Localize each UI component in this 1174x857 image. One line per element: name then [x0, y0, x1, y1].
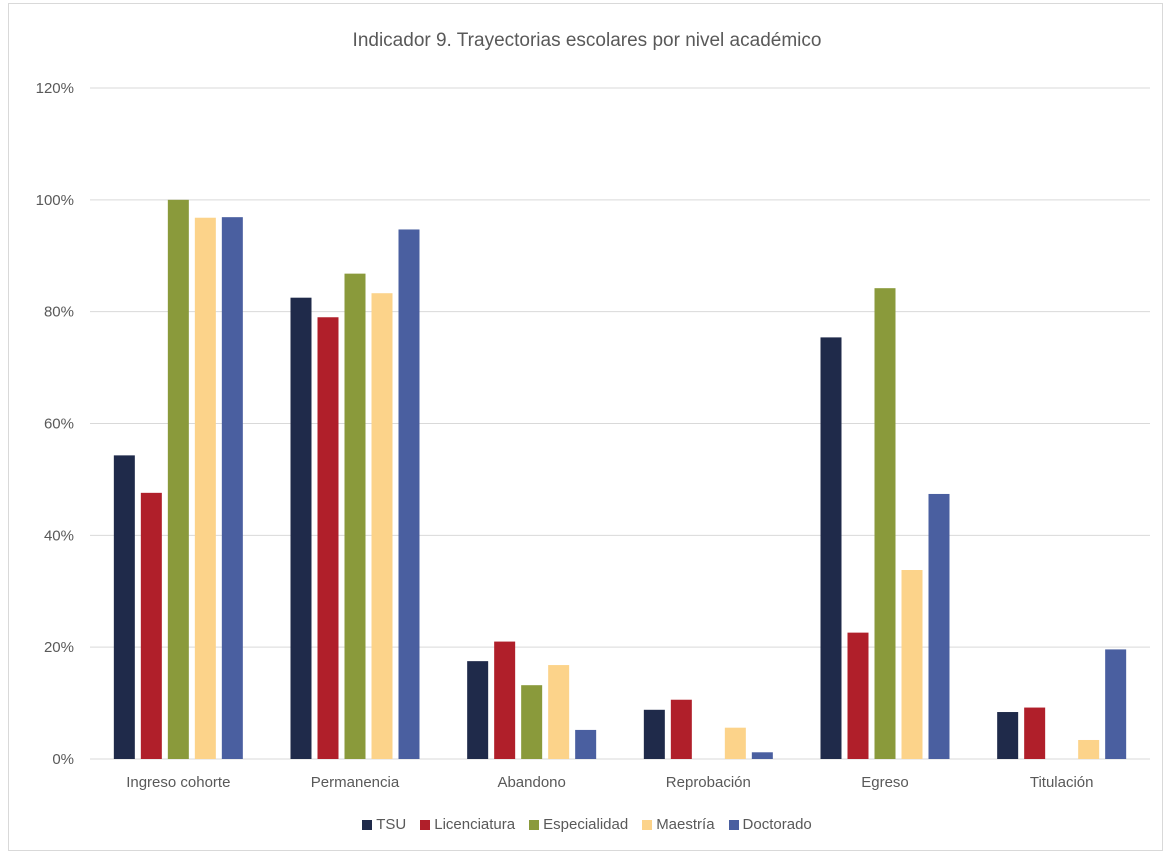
- legend-swatch: [529, 819, 540, 830]
- y-axis-ticks: 0% 20% 40% 60% 80% 100% 120%: [36, 80, 74, 768]
- legend-label: TSU: [376, 816, 407, 833]
- bar-doctorado: [221, 217, 243, 760]
- chart-title: Indicador 9. Trayectorias escolares por …: [352, 30, 822, 51]
- bars: [113, 199, 1127, 760]
- bar-licenciatura: [670, 699, 692, 759]
- bar-tsu: [997, 712, 1019, 759]
- bar-especialidad: [167, 199, 189, 760]
- bar-doctorado: [751, 752, 773, 759]
- x-category-label: Titulación: [1030, 774, 1094, 791]
- bar-maestr-a: [724, 727, 746, 759]
- bar-maestr-a: [1078, 739, 1100, 759]
- bar-doctorado: [398, 229, 420, 759]
- y-tick-label: 20%: [44, 639, 74, 656]
- y-tick-label: 120%: [36, 80, 74, 97]
- y-tick-label: 0%: [52, 751, 74, 768]
- bar-especialidad: [344, 273, 366, 759]
- bar-tsu: [643, 709, 665, 759]
- legend-swatch: [362, 819, 373, 830]
- bar-maestr-a: [901, 570, 923, 759]
- legend-swatch: [728, 819, 739, 830]
- bar-licenciatura: [140, 492, 162, 759]
- legend-swatch: [420, 819, 431, 830]
- bar-tsu: [113, 455, 135, 759]
- legend-swatch: [642, 819, 653, 830]
- legend-item: Doctorado: [728, 816, 812, 833]
- bar-doctorado: [1105, 649, 1127, 759]
- bar-doctorado: [575, 729, 597, 759]
- bar-maestr-a: [194, 217, 216, 759]
- x-category-label: Abandono: [497, 774, 565, 791]
- legend-label: Doctorado: [742, 816, 812, 833]
- bar-especialidad: [874, 288, 896, 759]
- bar-tsu: [290, 297, 312, 759]
- gridlines: [90, 87, 1150, 760]
- legend-label: Licenciatura: [434, 816, 516, 833]
- x-axis-labels: Ingreso cohorte Permanencia Abandono Reprob…: [126, 774, 1093, 791]
- bar-maestr-a: [371, 293, 393, 759]
- legend-item: Maestría: [642, 816, 715, 833]
- bar-licenciatura: [494, 641, 516, 759]
- x-category-label: Permanencia: [311, 774, 400, 791]
- y-tick-label: 100%: [36, 192, 74, 209]
- x-category-label: Ingreso cohorte: [126, 774, 230, 791]
- y-tick-label: 60%: [44, 416, 74, 433]
- legend: TSU Licenciatura Especialidad Maestría Docto…: [0, 816, 1174, 833]
- bar-tsu: [820, 337, 842, 759]
- legend-item: Especialidad: [529, 816, 628, 833]
- legend-item: Licenciatura: [420, 816, 515, 833]
- x-category-label: Egreso: [861, 774, 909, 791]
- legend-item: TSU: [362, 816, 406, 833]
- bar-doctorado: [928, 493, 950, 759]
- bar-licenciatura: [317, 317, 339, 759]
- bar-especialidad: [521, 685, 543, 759]
- x-category-label: Reprobación: [666, 774, 751, 791]
- bar-tsu: [467, 661, 489, 759]
- bar-maestr-a: [548, 665, 570, 759]
- bar-licenciatura: [1024, 707, 1046, 759]
- legend-label: Especialidad: [543, 816, 629, 833]
- bar-licenciatura: [847, 632, 869, 759]
- y-tick-label: 80%: [44, 304, 74, 321]
- legend-label: Maestría: [656, 816, 715, 833]
- y-tick-label: 40%: [44, 527, 74, 544]
